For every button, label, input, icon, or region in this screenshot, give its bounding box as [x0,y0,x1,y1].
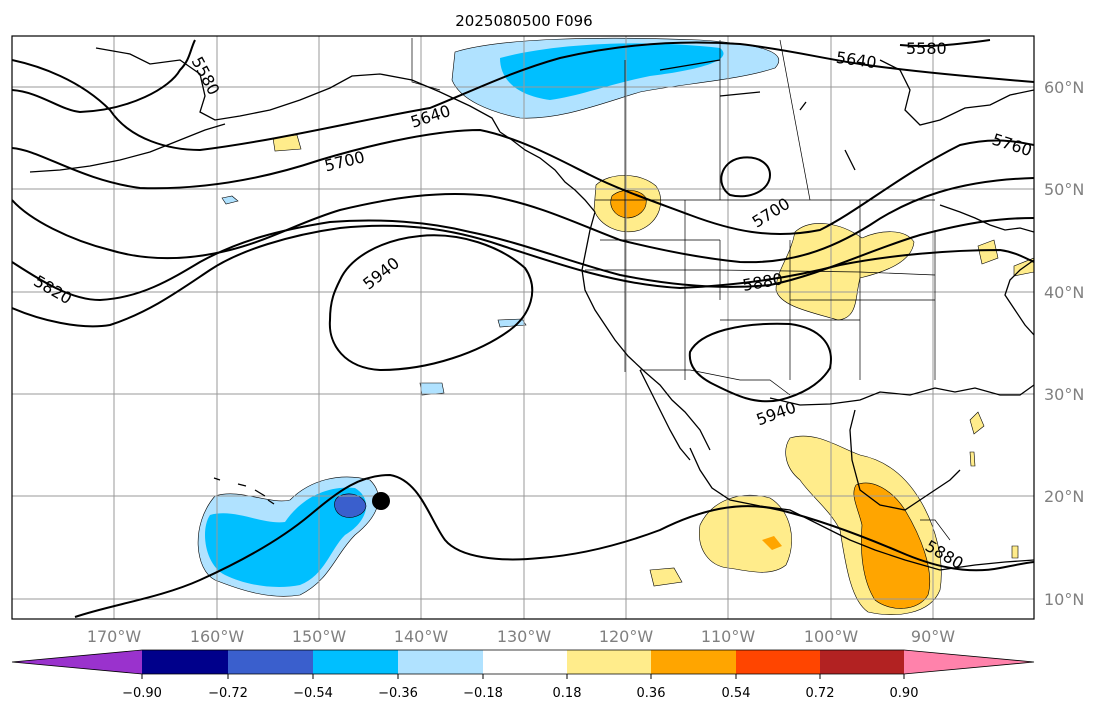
contour-label: 5820 [30,271,75,308]
colorbar-swatch [228,650,313,674]
lat-label: 40°N [1044,283,1084,302]
lon-label: 120°W [599,627,654,646]
contour-5940-pacific [328,234,534,372]
contour-5640 [12,41,1034,152]
coast-east-us [1004,259,1034,336]
colorbar-tick-label: 0.54 [722,686,751,701]
coast-west-us [581,211,711,451]
colorbar-tick-label: −0.90 [122,686,162,701]
colorbar-tick-label: 0.72 [806,686,835,701]
coast-hawaii [213,477,275,505]
pos-blob-mx-core [762,536,782,550]
coast-west-mexico [689,447,1034,571]
pos-blob-gulf-1 [969,411,985,435]
lon-label: 90°W [911,627,955,646]
neg-blob-2 [419,382,445,396]
lon-label: 170°W [87,627,142,646]
contour-label: 5640 [835,48,878,72]
contour-5580 [12,39,991,114]
anomaly-shading-positive [272,134,1034,615]
contour-5820 [12,217,1034,302]
storm-center-marker [372,492,390,510]
colorbar-swatch [567,650,651,674]
lon-label: 160°W [190,627,245,646]
contour-5940-mexico [688,322,832,403]
pos-region-central-america-core [853,482,931,609]
contour-label: 5640 [408,101,453,132]
lat-label: 60°N [1044,78,1084,97]
colorbar-tick-label: 0.90 [890,686,919,701]
lon-label: 150°W [292,627,347,646]
lat-label: 50°N [1044,180,1084,199]
colorbar-swatch-over [904,650,1034,674]
latitude-labels: 60°N 50°N 40°N 30°N 20°N 10°N [1044,78,1084,609]
lat-label: 20°N [1044,487,1084,506]
colorbar-tick-label: −0.18 [463,686,503,701]
neg-blob-1 [221,195,239,205]
anomaly-shading-negative [197,37,780,597]
contour-label: 5760 [990,130,1035,161]
neg-region-canada-core [500,43,724,100]
neg-region-hawaii-core [205,487,367,587]
contour-5880-south [74,473,1034,618]
colorbar-tick-label: −0.72 [208,686,248,701]
lon-label: 100°W [804,627,859,646]
pos-blob-pac [649,567,683,587]
lon-label: 130°W [497,627,552,646]
contour-label: 5580 [188,53,224,98]
lon-label: 140°W [394,627,449,646]
graticule [12,36,1034,619]
political-borders [411,38,951,541]
pos-region-pnw-core [610,189,647,219]
colorbar-swatch [142,650,228,674]
coast-yucatan [849,409,961,511]
contour-5700 [12,128,1034,235]
colorbar-tick-label: −0.36 [378,686,418,701]
colorbar-swatch [736,650,820,674]
contour-5760 [12,177,1034,264]
colorbar-swatch [651,650,736,674]
pos-blob-carib [1011,545,1019,559]
colorbar-swatch [483,650,567,674]
longitude-labels: 170°W 160°W 150°W 140°W 130°W 120°W 110°… [87,627,955,646]
coastlines [29,47,1034,571]
coast-baja [639,369,691,461]
colorbar-swatch [820,650,904,674]
map-title: 2025080500 F096 [455,12,592,30]
colorbar: −0.90 −0.72 −0.54 −0.36 −0.18 0.18 0.36 … [11,649,1035,701]
coast-great-lakes [939,204,1034,233]
lat-label: 30°N [1044,385,1084,404]
coast-alaska [95,47,501,133]
colorbar-tick-label: 0.18 [553,686,582,701]
map-frame [11,35,1035,620]
coast-hudson [879,59,1034,126]
contour-5880-north [12,224,1034,328]
pos-blob-lakes [977,239,999,265]
colorbar-tick-label: 0.36 [637,686,666,701]
colorbar-tick-label: −0.54 [293,686,333,701]
contour-label: 5580 [906,39,947,58]
lat-label: 10°N [1044,590,1084,609]
colorbar-swatch-under [12,650,142,674]
coast-aleutians [29,123,226,173]
colorbar-swatch [398,650,483,674]
neg-region-hawaii-peak [334,493,367,518]
contour-label: 5700 [749,194,794,232]
coast-gulf [769,384,1034,406]
contour-label: 5940 [754,398,799,430]
height-contours [12,39,1034,618]
map-panel: 5580 5580 5640 5640 5700 5700 5760 5820 … [11,35,1084,646]
contour-label: 5940 [359,253,403,293]
coast-arctic-islands [659,59,856,171]
coast-bc [499,131,596,213]
colorbar-swatch [313,650,398,674]
pos-blob-gulf-2 [969,451,976,467]
contour-label: 5700 [323,147,367,175]
colorbar-ticks [141,674,905,679]
lon-label: 110°W [701,627,756,646]
